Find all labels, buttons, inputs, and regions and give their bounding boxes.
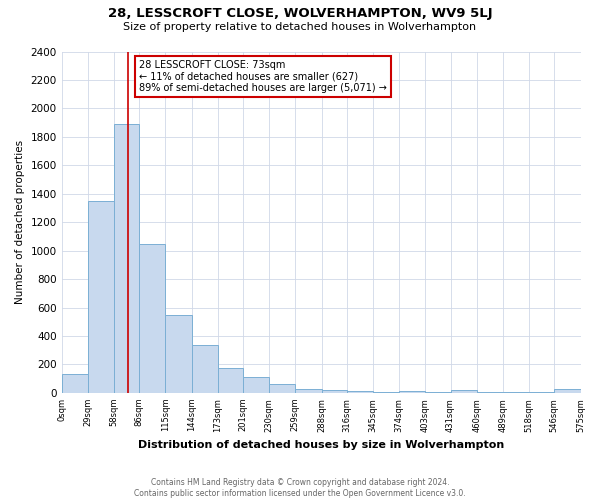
Bar — [166, 314, 191, 393]
Bar — [322, 390, 347, 393]
Bar — [218, 368, 243, 393]
X-axis label: Distribution of detached houses by size in Wolverhampton: Distribution of detached houses by size … — [138, 440, 504, 450]
Bar — [114, 124, 139, 393]
Bar — [399, 391, 425, 393]
Bar — [373, 392, 399, 393]
Bar — [554, 390, 581, 393]
Bar — [243, 376, 269, 393]
Bar — [347, 391, 373, 393]
Bar — [451, 390, 477, 393]
Text: Size of property relative to detached houses in Wolverhampton: Size of property relative to detached ho… — [124, 22, 476, 32]
Y-axis label: Number of detached properties: Number of detached properties — [15, 140, 25, 304]
Bar — [529, 392, 554, 393]
Bar — [425, 392, 451, 393]
Bar — [477, 392, 503, 393]
Text: Contains HM Land Registry data © Crown copyright and database right 2024.
Contai: Contains HM Land Registry data © Crown c… — [134, 478, 466, 498]
Bar — [139, 244, 166, 393]
Bar — [503, 392, 529, 393]
Bar — [88, 201, 114, 393]
Text: 28, LESSCROFT CLOSE, WOLVERHAMPTON, WV9 5LJ: 28, LESSCROFT CLOSE, WOLVERHAMPTON, WV9 … — [107, 8, 493, 20]
Text: 28 LESSCROFT CLOSE: 73sqm
← 11% of detached houses are smaller (627)
89% of semi: 28 LESSCROFT CLOSE: 73sqm ← 11% of detac… — [139, 60, 387, 93]
Bar — [62, 374, 88, 393]
Bar — [191, 344, 218, 393]
Bar — [269, 384, 295, 393]
Bar — [295, 388, 322, 393]
